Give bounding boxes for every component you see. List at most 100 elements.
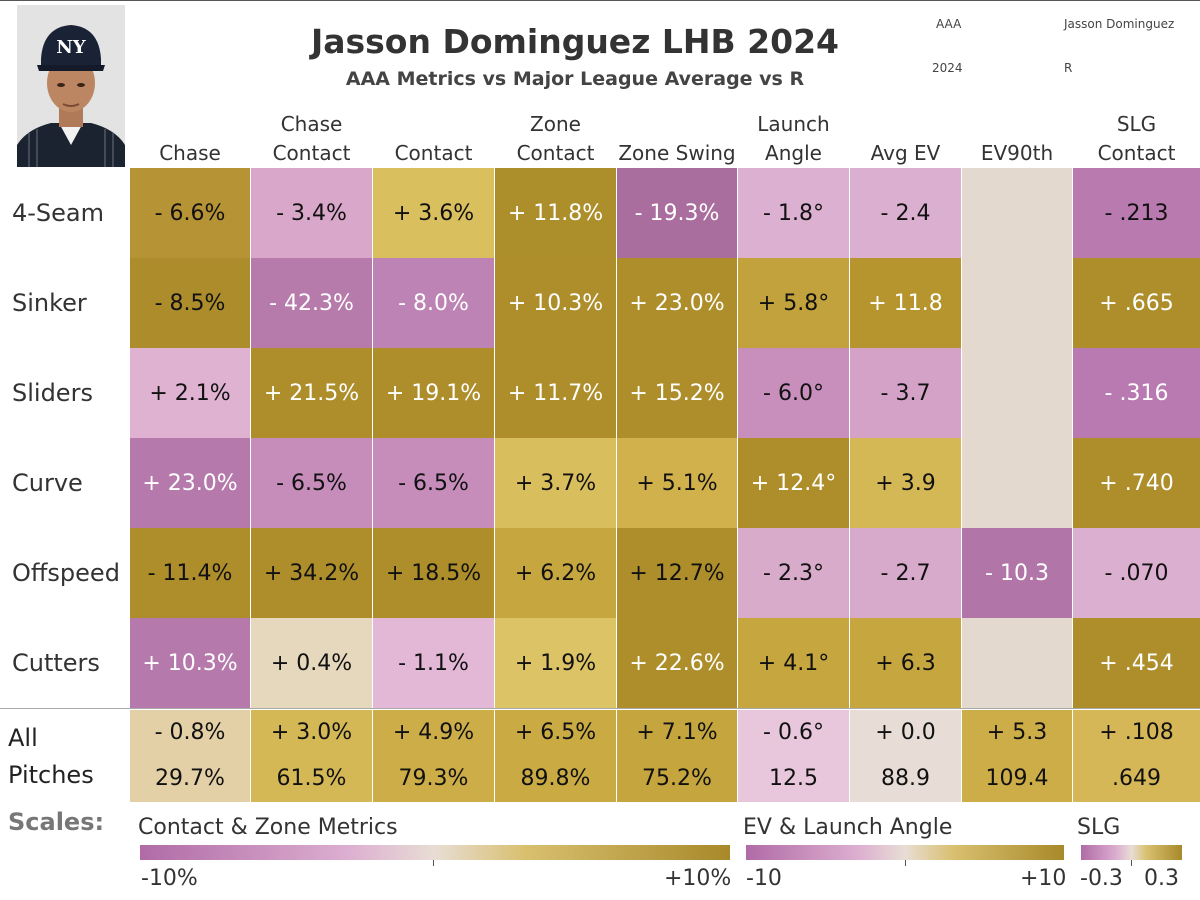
- all-pitches-value: 89.8%: [520, 766, 591, 791]
- column-header-avg-ev: Avg EV: [850, 110, 961, 168]
- all-pitches-delta: + 3.0%: [270, 720, 353, 745]
- all-pitches-delta: + 6.5%: [514, 720, 597, 745]
- heatmap-cell: - 6.0°: [738, 348, 849, 438]
- legend-min-ev: -10: [746, 866, 782, 891]
- heatmap-cell: + 23.0%: [617, 258, 737, 348]
- heatmap-cell: - 19.3%: [617, 168, 737, 258]
- heatmap-cell: + 0.4%: [251, 618, 372, 708]
- legend-bar-contact: [140, 845, 730, 860]
- all-pitches-delta: + .108: [1099, 720, 1174, 745]
- legend-max-slg: 0.3: [1144, 866, 1179, 891]
- all-pitches-delta: + 0.0: [875, 720, 936, 745]
- heatmap-cell: - 11.4%: [130, 528, 250, 618]
- heatmap-cell: + 2.1%: [130, 348, 250, 438]
- all-pitches-value: 29.7%: [155, 766, 225, 791]
- all-pitches-value: 12.5: [769, 766, 818, 791]
- all-pitches-delta: - 0.8%: [154, 720, 226, 745]
- all-pitches-separator: [0, 708, 1200, 709]
- column-header-zone-contact: Zone Contact: [495, 110, 616, 168]
- heatmap-cell: - .070: [1073, 528, 1200, 618]
- heatmap-cell: + 15.2%: [617, 348, 737, 438]
- heatmap-cell: - 42.3%: [251, 258, 372, 348]
- heatmap-cell: + 12.4°: [738, 438, 849, 528]
- legend-min-contact: -10%: [141, 866, 198, 891]
- meta-level: AAA: [936, 17, 962, 31]
- heatmap-cell: - 3.7: [850, 348, 961, 438]
- heatmap-cell: + 3.7%: [495, 438, 616, 528]
- player-photo: NY: [17, 5, 125, 167]
- heatmap-cell: + 11.7%: [495, 348, 616, 438]
- heatmap-cell: + 11.8: [850, 258, 961, 348]
- heatmap-cell: + .740: [1073, 438, 1200, 528]
- heatmap-cell: - 6.6%: [130, 168, 250, 258]
- all-pitches-value: 79.3%: [398, 766, 469, 791]
- all-pitches-cell: + 4.9% 79.3%: [373, 710, 494, 802]
- all-pitches-delta: + 7.1%: [636, 720, 718, 745]
- chart-subtitle: AAA Metrics vs Major League Average vs R: [345, 68, 805, 90]
- heatmap-cell: + 23.0%: [130, 438, 250, 528]
- meta-player: Jasson Dominguez: [1064, 17, 1175, 31]
- meta-year: 2024: [932, 61, 963, 75]
- heatmap-cell: + 4.1°: [738, 618, 849, 708]
- heatmap-cell: - 8.5%: [130, 258, 250, 348]
- svg-text:NY: NY: [56, 37, 86, 58]
- all-pitches-cell: + 0.0 88.9: [850, 710, 961, 802]
- all-pitches-cell: - 0.8% 29.7%: [130, 710, 250, 802]
- heatmap-cell: - 6.5%: [251, 438, 372, 528]
- player-portrait-image: NY: [17, 5, 125, 167]
- heatmap-cell: + 6.2%: [495, 528, 616, 618]
- column-header-line: Chase: [159, 141, 221, 165]
- heatmap-cell: [962, 168, 1072, 258]
- heatmap-cell: [962, 348, 1072, 438]
- heatmap-cell: [962, 258, 1072, 348]
- heatmap-cell: + 11.8%: [495, 168, 616, 258]
- legend-bar-slg: [1081, 845, 1182, 860]
- column-header-launch-angle: Launch Angle: [738, 110, 849, 168]
- legend-bar-ev: [746, 845, 1064, 860]
- column-header-line: Zone Swing: [618, 141, 736, 165]
- heatmap-cell: - 1.8°: [738, 168, 849, 258]
- row-label-sliders: Sliders: [12, 379, 93, 407]
- all-label-line-1: All: [8, 724, 38, 752]
- column-header-line: Zone: [530, 112, 581, 136]
- chart-title: Jasson Dominguez LHB 2024: [310, 22, 840, 61]
- legend-title-slg: SLG: [1077, 815, 1121, 840]
- legend-tick-ev-mid: [905, 860, 906, 866]
- top-rule: [0, 0, 1200, 1]
- heatmap-cell: + 6.3: [850, 618, 961, 708]
- heatmap-cell: - 8.0%: [373, 258, 494, 348]
- heatmap-cell: + 19.1%: [373, 348, 494, 438]
- heatmap-cell: - 6.5%: [373, 438, 494, 528]
- heatmap-cell: + 1.9%: [495, 618, 616, 708]
- all-pitches-value: 61.5%: [276, 766, 347, 791]
- all-pitches-cell: + 6.5% 89.8%: [495, 710, 616, 802]
- heatmap-cell: - 3.4%: [251, 168, 372, 258]
- heatmap-cell: + .454: [1073, 618, 1200, 708]
- column-header-chase-contact: Chase Contact: [251, 110, 372, 168]
- column-header-zone-swing: Zone Swing: [617, 110, 737, 168]
- column-header-line: Contact: [394, 141, 473, 165]
- all-pitches-cell: + 3.0% 61.5%: [251, 710, 372, 802]
- meta-hand: R: [1064, 61, 1073, 75]
- column-header-line: Contact: [1097, 141, 1176, 165]
- all-label-line-2: Pitches: [8, 761, 94, 789]
- all-pitches-cell: + .108 .649: [1073, 710, 1200, 802]
- all-pitches-delta: - 0.6°: [763, 720, 824, 745]
- heatmap-cell: [962, 438, 1072, 528]
- all-pitches-cell: - 0.6° 12.5: [738, 710, 849, 802]
- heatmap-cell: + 3.6%: [373, 168, 494, 258]
- all-pitches-value: 109.4: [985, 766, 1049, 791]
- column-header-line: Contact: [516, 141, 595, 165]
- heatmap-cell: - 1.1%: [373, 618, 494, 708]
- column-header-line: Avg EV: [870, 141, 941, 165]
- heatmap-cell: + 18.5%: [373, 528, 494, 618]
- all-pitches-cell: + 5.3 109.4: [962, 710, 1072, 802]
- heatmap-cell: + 22.6%: [617, 618, 737, 708]
- column-header-line: Chase: [280, 112, 343, 136]
- heatmap-cell: + 5.8°: [738, 258, 849, 348]
- all-pitches-cell: + 7.1% 75.2%: [617, 710, 737, 802]
- all-pitches-value: 88.9: [881, 766, 930, 791]
- heatmap-cell: + 21.5%: [251, 348, 372, 438]
- heatmap-cell: - 2.7: [850, 528, 961, 618]
- column-header-line: Angle: [765, 141, 822, 165]
